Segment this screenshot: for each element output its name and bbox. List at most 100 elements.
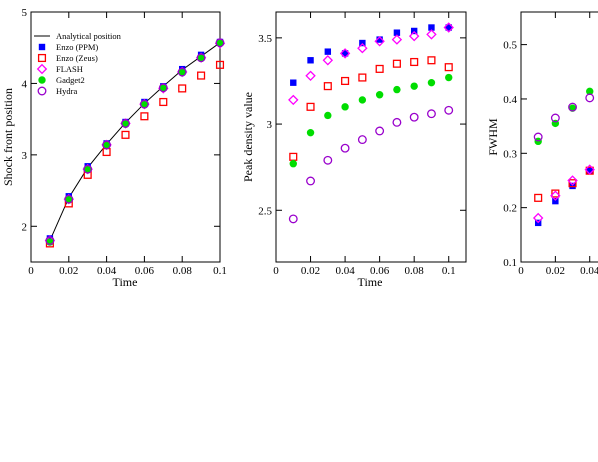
x-tick-label: 0.08 bbox=[405, 265, 425, 277]
point-enzo-zeus bbox=[197, 71, 206, 80]
y-tick-label: 3.5 bbox=[258, 33, 272, 45]
point-enzo-zeus bbox=[140, 112, 149, 121]
point-enzo-zeus bbox=[178, 84, 187, 93]
point-hydra bbox=[83, 164, 93, 174]
point-gadget2 bbox=[341, 103, 349, 111]
plot-frame bbox=[520, 11, 598, 263]
y-tick-label: 0.2 bbox=[503, 203, 517, 215]
legend-label: Analytical position bbox=[56, 31, 122, 41]
point-enzo-zeus bbox=[358, 73, 367, 82]
point-hydra bbox=[306, 176, 315, 186]
point-gadget2 bbox=[65, 196, 73, 204]
point-enzo-ppm bbox=[290, 79, 297, 86]
point-enzo-ppm bbox=[376, 36, 383, 43]
y-axis-label: Shock front position bbox=[1, 88, 15, 186]
legend-marker bbox=[36, 63, 48, 75]
y-tick-label: 3 bbox=[267, 119, 273, 131]
point-hydra bbox=[158, 83, 168, 93]
point-enzo-ppm bbox=[552, 197, 559, 205]
x-tick-label: 0 bbox=[273, 265, 279, 277]
legend-label: FLASH bbox=[56, 64, 83, 74]
point-hydra bbox=[533, 132, 543, 142]
point-hydra bbox=[409, 112, 419, 122]
point-enzo-zeus bbox=[215, 60, 225, 69]
point-flash bbox=[339, 48, 351, 59]
y-tick-label: 0.3 bbox=[503, 148, 517, 160]
point-enzo-ppm bbox=[393, 29, 401, 36]
point-hydra bbox=[568, 102, 577, 112]
y-axis-label: FWHM bbox=[486, 118, 500, 156]
x-tick-label: 0.04 bbox=[335, 265, 355, 277]
point-gadget2 bbox=[586, 87, 594, 96]
legend-marker bbox=[38, 76, 46, 84]
point-enzo-ppm bbox=[428, 24, 435, 31]
y-tick-label: 3 bbox=[22, 150, 28, 162]
point-flash bbox=[567, 175, 578, 186]
point-enzo-zeus bbox=[534, 193, 543, 202]
point-hydra bbox=[375, 126, 385, 136]
chart-panel-1: 0 0.02 0.04 0.06 0.08 0.1 2 3 4 5 Time Shock front … bbox=[1, 7, 227, 289]
x-axis-label: Time bbox=[358, 275, 383, 289]
y-tick-label: 5 bbox=[22, 7, 28, 19]
point-flash bbox=[532, 212, 544, 224]
plot-frame bbox=[30, 11, 221, 263]
point-enzo-zeus bbox=[444, 63, 453, 72]
point-enzo-zeus bbox=[568, 179, 577, 188]
point-gadget2 bbox=[121, 120, 130, 128]
y-tick-label: 4 bbox=[22, 78, 28, 90]
point-hydra bbox=[102, 140, 112, 150]
x-tick-label: 0.08 bbox=[173, 265, 193, 277]
point-enzo-zeus bbox=[323, 82, 332, 91]
x-tick-label: 0 bbox=[518, 265, 524, 277]
point-hydra bbox=[288, 214, 298, 224]
point-gadget2 bbox=[197, 54, 205, 63]
point-hydra bbox=[121, 118, 130, 128]
legend-marker bbox=[37, 86, 47, 96]
point-enzo-ppm bbox=[324, 48, 332, 55]
point-gadget2 bbox=[306, 128, 315, 137]
point-hydra bbox=[177, 67, 187, 77]
point-hydra bbox=[45, 236, 55, 246]
point-enzo-zeus bbox=[551, 189, 560, 198]
point-gadget2 bbox=[159, 84, 167, 93]
legend-label: Enzo (Zeus) bbox=[56, 53, 98, 63]
point-flash bbox=[426, 29, 437, 40]
point-gadget2 bbox=[375, 91, 384, 99]
point-hydra bbox=[392, 117, 402, 127]
point-gadget2 bbox=[289, 160, 297, 168]
point-gadget2 bbox=[445, 73, 453, 82]
chart-panel-2: 0 0.02 0.04 0.06 0.08 0.1 2.5 3 3.5 Time Peak dens… bbox=[241, 11, 467, 289]
legend-marker bbox=[38, 43, 46, 51]
point-enzo-ppm bbox=[341, 50, 349, 57]
point-gadget2 bbox=[84, 166, 92, 174]
point-hydra bbox=[215, 38, 225, 48]
point-flash bbox=[391, 34, 403, 45]
point-hydra bbox=[585, 93, 595, 103]
point-enzo-zeus bbox=[375, 64, 384, 73]
point-flash bbox=[288, 94, 299, 106]
point-enzo-ppm bbox=[569, 182, 576, 190]
y-tick-label: 0.5 bbox=[503, 40, 517, 52]
y-tick-label: 2.5 bbox=[258, 205, 272, 217]
point-hydra bbox=[139, 99, 149, 109]
point-enzo-zeus bbox=[121, 130, 130, 139]
point-enzo-zeus bbox=[341, 76, 350, 86]
x-tick-label: 0.06 bbox=[370, 265, 390, 277]
point-enzo-zeus bbox=[392, 59, 401, 68]
plot-frame bbox=[275, 11, 467, 263]
y-tick-label: 0.4 bbox=[503, 94, 517, 106]
x-tick-label: 0.02 bbox=[301, 265, 320, 277]
point-flash bbox=[305, 70, 316, 82]
point-enzo-ppm bbox=[307, 57, 314, 64]
y-tick-label: 0.1 bbox=[503, 257, 517, 269]
x-tick-label: 0 bbox=[28, 265, 34, 277]
point-gadget2 bbox=[102, 141, 111, 150]
point-gadget2 bbox=[427, 78, 436, 87]
point-hydra bbox=[196, 53, 206, 63]
point-flash bbox=[357, 42, 368, 54]
point-hydra bbox=[550, 113, 560, 123]
analytical-line bbox=[49, 42, 221, 241]
legend-marker bbox=[37, 53, 47, 63]
